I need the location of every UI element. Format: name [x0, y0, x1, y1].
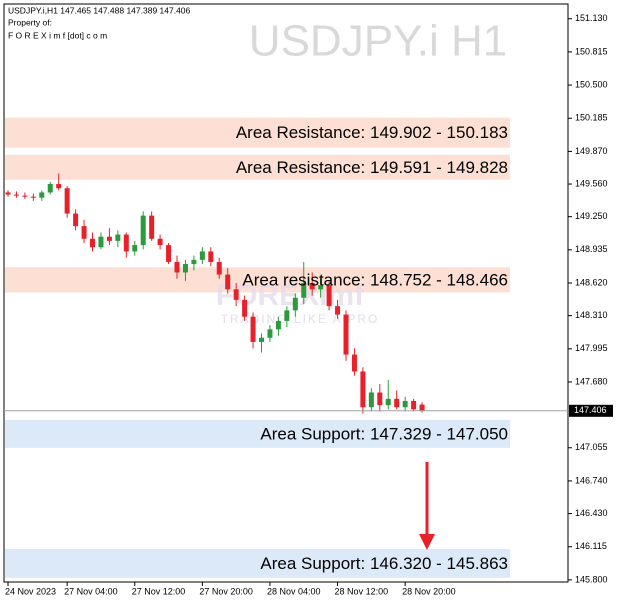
y-tick-label: 148.310 [575, 310, 608, 320]
candle-body [166, 245, 172, 262]
y-tick-label: 147.995 [575, 343, 608, 353]
candle-body [5, 192, 11, 195]
watermark: USDJPY.i H1 [249, 17, 507, 66]
zone [5, 267, 510, 293]
candle-body [242, 299, 248, 317]
zone-label: Area Resistance: 149.902 - 150.183 [236, 123, 508, 142]
candle-body [419, 404, 425, 411]
zone [5, 548, 510, 578]
candle-body [394, 398, 400, 408]
y-tick-label: 150.500 [575, 79, 608, 89]
candle-body [368, 392, 374, 408]
zone [5, 154, 510, 180]
candle-body [208, 251, 214, 262]
zone [5, 117, 510, 148]
candle-body [335, 306, 341, 315]
candle-body [191, 259, 197, 265]
candle-body [318, 285, 324, 290]
y-tick-label: 148.620 [575, 277, 608, 287]
candle-body [115, 234, 121, 241]
candle-body [309, 282, 315, 290]
y-tick-label: 151.130 [575, 13, 608, 23]
y-tick-label: 146.115 [575, 541, 607, 551]
watermark-tagline: TRADING LIKE A PRO [221, 312, 380, 326]
candle-body [39, 192, 45, 198]
y-tick-label: 150.815 [575, 46, 608, 56]
x-tick-label: 28 Nov 12:00 [335, 586, 389, 596]
zone-label: Area Support: 147.329 - 147.050 [260, 424, 508, 443]
candle-body [140, 215, 146, 246]
candle-body [411, 400, 417, 410]
y-tick-label: 147.680 [575, 376, 608, 386]
owner: F O R E X i m f [dot] c o m [8, 30, 107, 40]
candle-body [30, 196, 36, 198]
watermark-logo: FOREXimf [216, 279, 365, 312]
candle-body [90, 238, 95, 248]
owner-line: Property of: [8, 17, 52, 27]
candle-body [199, 251, 205, 260]
candle-body [106, 236, 112, 241]
candle-body [292, 297, 298, 311]
candle-body [56, 184, 62, 189]
current-price-label: 147.406 [574, 405, 607, 415]
plot [5, 173, 425, 414]
current-price-box [569, 404, 613, 417]
header: USDJPY.i,H1 147.465 147.488 147.389 147.… [8, 5, 191, 15]
x-tick-label: 24 Nov 2023 [5, 586, 56, 596]
x-tick-label: 28 Nov 20:00 [402, 586, 456, 596]
y-tick-label: 149.560 [575, 178, 608, 188]
zone-label: Area Resistance: 149.591 - 149.828 [236, 158, 508, 177]
candle-body [250, 316, 256, 342]
candle-body [13, 194, 19, 196]
candle-body [259, 337, 264, 342]
candle-body [343, 314, 349, 355]
candle-body [73, 213, 79, 227]
candle-body [157, 238, 163, 246]
y-tick-label: 147.055 [575, 442, 608, 452]
zones [5, 117, 510, 578]
candle-body [351, 354, 357, 372]
zone [5, 419, 510, 448]
x-tick-label: 28 Nov 04:00 [267, 586, 321, 596]
candle-body [123, 234, 129, 252]
candle-body [132, 245, 138, 252]
y-tick-label: 150.185 [575, 113, 608, 123]
candle-body [22, 195, 28, 197]
candle-body [182, 264, 188, 273]
y-tick-label: 146.740 [575, 475, 608, 485]
y-tick-label: 149.250 [575, 211, 608, 221]
arrow-head [419, 534, 435, 550]
candle-body [216, 261, 222, 275]
candle-body [149, 215, 155, 239]
x-tick-label: 27 Nov 12:00 [132, 586, 186, 596]
candle-body [81, 226, 87, 239]
candle-body [98, 236, 104, 248]
candle-body [64, 188, 70, 214]
zone-label: Area resistance: 148.752 - 148.466 [242, 270, 508, 289]
plot-frame [3, 3, 569, 583]
x-tick-label: 27 Nov 20:00 [199, 586, 253, 596]
candle-body [402, 400, 408, 408]
candle-body [225, 274, 231, 290]
candle-body [301, 282, 307, 298]
y-tick-label: 145.800 [575, 574, 608, 584]
y-tick-label: 148.935 [575, 244, 608, 254]
candle-body [360, 371, 366, 408]
candle-body [275, 320, 281, 330]
candle-body [233, 289, 239, 300]
candle-body [174, 261, 180, 273]
candle-body [47, 184, 53, 193]
x-tick-label: 27 Nov 04:00 [64, 586, 118, 596]
candle-body [385, 398, 391, 406]
candle-body [284, 310, 290, 321]
candle-body [377, 392, 383, 406]
y-tick-label: 146.430 [575, 508, 608, 518]
zone-label: Area Support: 146.320 - 145.863 [260, 554, 508, 573]
candle-body [267, 329, 273, 338]
y-tick-label: 149.870 [575, 146, 608, 156]
candle-body [326, 285, 332, 307]
